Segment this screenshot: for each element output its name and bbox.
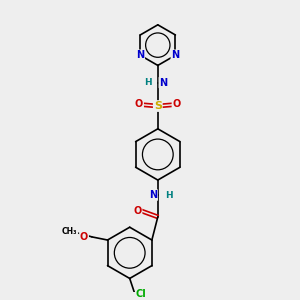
Text: O: O [135,100,143,110]
Text: Cl: Cl [136,289,147,299]
Text: CH₃: CH₃ [62,227,77,236]
Text: O: O [134,206,142,216]
Text: N: N [149,190,157,200]
Text: N: N [136,50,144,60]
Text: O: O [80,232,88,242]
Text: N: N [171,50,179,60]
Text: N: N [159,78,167,88]
Text: H: H [165,190,172,200]
Text: S: S [154,101,162,111]
Text: O: O [172,100,181,110]
Text: H: H [145,78,152,87]
